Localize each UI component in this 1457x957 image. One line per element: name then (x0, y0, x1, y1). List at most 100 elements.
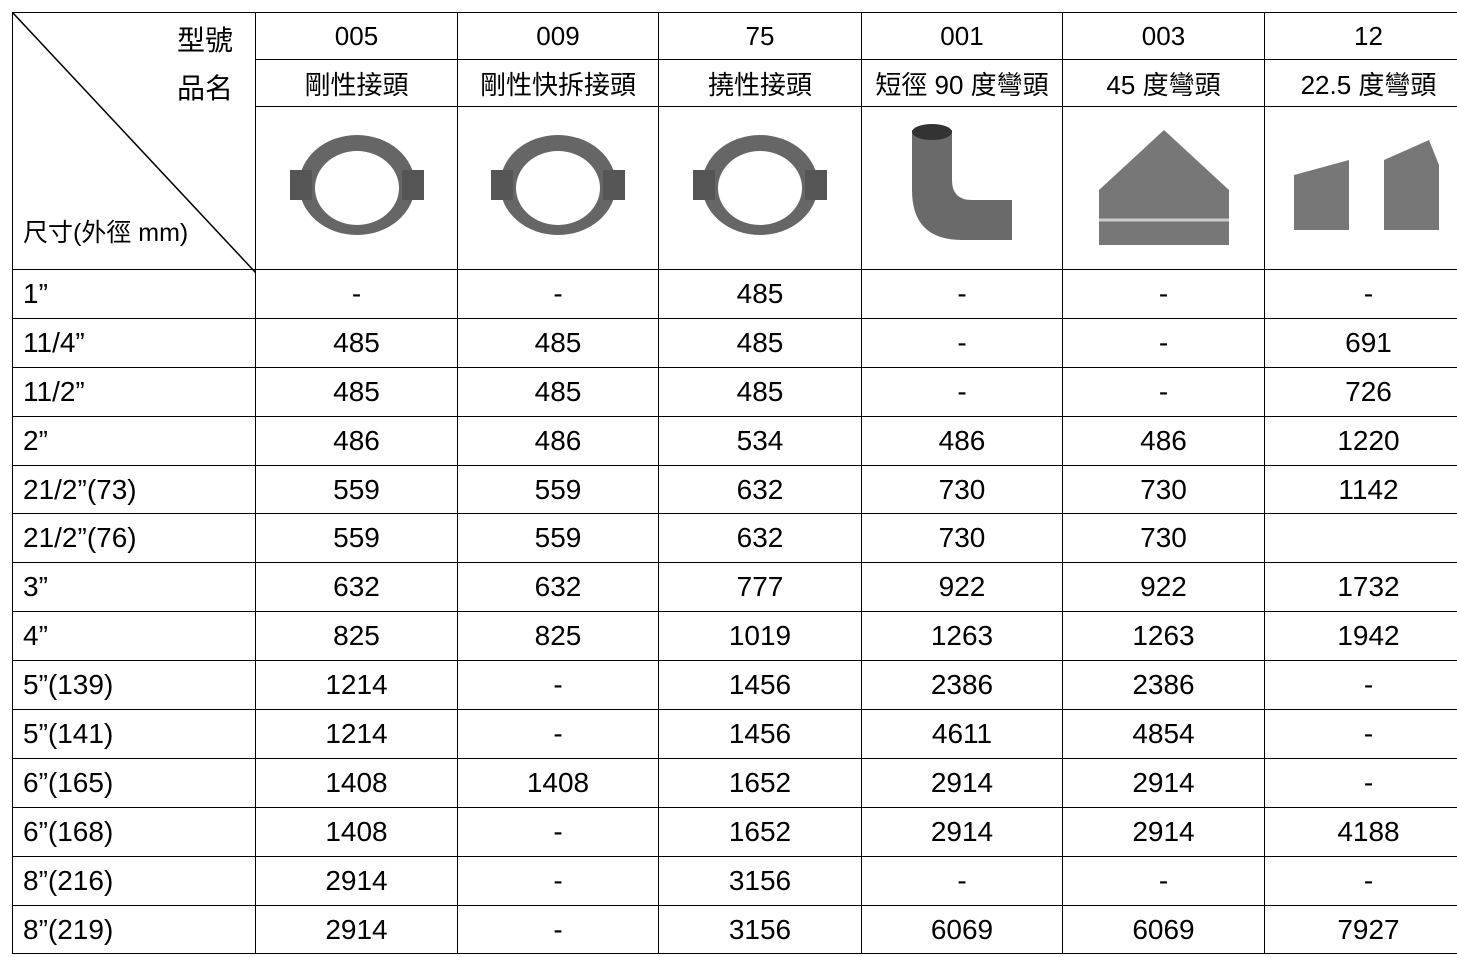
value-cell: 632 (658, 464, 862, 515)
fitting-image (289, 134, 424, 235)
model-cell: 003 (1062, 12, 1265, 60)
image-row (13, 106, 1457, 270)
value-cell: 7927 (1264, 904, 1457, 955)
model-cell: 005 (255, 12, 458, 60)
name-label: 品名 (176, 73, 233, 104)
size-cell: 21/2”(76) (12, 513, 256, 564)
data-row: 21/2”(76) 559 559 632 730 730 (12, 513, 1457, 564)
size-cell: 6”(165) (12, 757, 256, 808)
value-cell (1264, 513, 1457, 564)
model-label: 型號 (176, 25, 233, 56)
value-cell: 632 (457, 562, 659, 613)
model-cell: 001 (861, 12, 1063, 60)
diagonal (13, 13, 256, 273)
value-cell: - (1264, 660, 1457, 711)
image-cell (658, 106, 862, 270)
data-row: 8”(216) 2914-3156- - - (12, 855, 1457, 906)
value-cell: 1214 (255, 709, 458, 759)
value-cell: 2914 (1062, 757, 1265, 808)
data-row: 3” 632 632 777 922 922 1732 (12, 562, 1457, 613)
value-cell: - (861, 366, 1063, 417)
value-cell: 485 (658, 269, 862, 319)
size-cell: 8”(216) (12, 855, 256, 906)
value-cell: - (1264, 855, 1457, 906)
value-cell: 485 (658, 317, 862, 368)
corner-cell: 型號 品名 尺寸(外徑 mm) (12, 12, 256, 273)
value-cell: 559 (457, 464, 659, 515)
name-cell: 剛性快拆接頭 (457, 59, 659, 107)
data-row: 5”(139) 1214-1456 2386 2386- (12, 660, 1457, 711)
data-row: 6”(168) 1408-1652 2914 2914 4188 (12, 806, 1457, 857)
value-cell: 777 (658, 562, 862, 613)
size-cell: 11/4” (12, 317, 256, 368)
value-cell: 6069 (861, 904, 1063, 955)
value-cell: 4611 (861, 709, 1063, 759)
value-cell: - (1264, 269, 1457, 319)
value-cell: 825 (457, 611, 659, 662)
value-cell: 485 (457, 317, 659, 368)
value-cell: 1214 (255, 660, 458, 711)
data-row: 11/2” 485 485 485- -726 (12, 366, 1457, 417)
value-cell: - (457, 904, 659, 955)
value-cell: 1408 (457, 757, 659, 808)
size-cell: 2” (12, 415, 256, 466)
model-cell: 75 (658, 12, 862, 60)
value-cell: 4188 (1264, 806, 1457, 857)
value-cell: 486 (1062, 415, 1265, 466)
size-label: 尺寸(外徑 mm) (23, 219, 189, 247)
fitting-image (1293, 139, 1439, 230)
value-cell: 6069 (1062, 904, 1265, 955)
name-row: 剛性接頭 剛性快拆接頭 撓性接頭 短徑 90 度彎頭 45 度彎頭 22.5 度彎頭 (13, 59, 1457, 107)
value-cell: - (457, 709, 659, 759)
image-cell (861, 106, 1063, 270)
value-cell: 2914 (1062, 806, 1265, 857)
value-cell: - (1062, 855, 1265, 906)
model-cell: 009 (457, 12, 659, 60)
data-row: 1” - -485- - - (12, 269, 1457, 319)
fitting-table: 型號 品名 尺寸(外徑 mm) 005 009 75 001 003 12 剛性接頭 剛性快… (12, 12, 1457, 955)
value-cell: - (1062, 269, 1265, 319)
value-cell: - (1264, 757, 1457, 808)
fitting-image (912, 123, 1012, 240)
value-cell: - (255, 269, 458, 319)
size-cell: 11/2” (12, 366, 256, 417)
value-cell: 632 (658, 513, 862, 564)
size-cell: 5”(139) (12, 660, 256, 711)
size-cell: 5”(141) (12, 709, 256, 759)
value-cell: 1263 (1062, 611, 1265, 662)
value-cell: - (861, 269, 1063, 319)
value-cell: 825 (255, 611, 458, 662)
value-cell: 559 (457, 513, 659, 564)
size-cell: 1” (12, 269, 256, 319)
value-cell: - (1264, 709, 1457, 759)
data-row: 4” 825 825 1019 1263 1263 1942 (12, 611, 1457, 662)
value-cell: 485 (658, 366, 862, 417)
size-cell: 3” (12, 562, 256, 613)
value-cell: 559 (255, 513, 458, 564)
model-row: 型號 品名 尺寸(外徑 mm) 005 009 75 001 003 12 (12, 12, 1457, 273)
value-cell: 922 (1062, 562, 1265, 613)
value-cell: 1456 (658, 660, 862, 711)
value-cell: 485 (255, 317, 458, 368)
value-cell: 1263 (861, 611, 1063, 662)
value-cell: 2386 (1062, 660, 1265, 711)
fitting-image (1098, 129, 1229, 245)
model-cell: 12 (1264, 12, 1457, 60)
data-row: 2” 486 486 534 486 486 1220 (12, 415, 1457, 466)
value-cell: 730 (861, 513, 1063, 564)
data-row: 8”(219) 2914-3156 6069 6069 7927 (12, 904, 1457, 955)
data-row: 11/4” 485 485 485- -691 (12, 317, 1457, 368)
image-cell (1062, 106, 1265, 270)
table-body: 型號 品名 尺寸(外徑 mm) 005 009 75 001 003 12 剛性接頭 剛性快… (12, 12, 1457, 955)
value-cell: 4854 (1062, 709, 1265, 759)
value-cell: 2914 (861, 757, 1063, 808)
data-row: 6”(165) 1408 1408 1652 2914 2914- (12, 757, 1457, 808)
name-cell: 22.5 度彎頭 (1264, 59, 1457, 107)
value-cell: - (861, 855, 1063, 906)
value-cell: 3156 (658, 855, 862, 906)
data-row: 21/2”(73) 559 559 632 730 730 1142 (12, 464, 1457, 515)
value-cell: 2386 (861, 660, 1063, 711)
value-cell: - (457, 660, 659, 711)
value-cell: 922 (861, 562, 1063, 613)
value-cell: 485 (457, 366, 659, 417)
